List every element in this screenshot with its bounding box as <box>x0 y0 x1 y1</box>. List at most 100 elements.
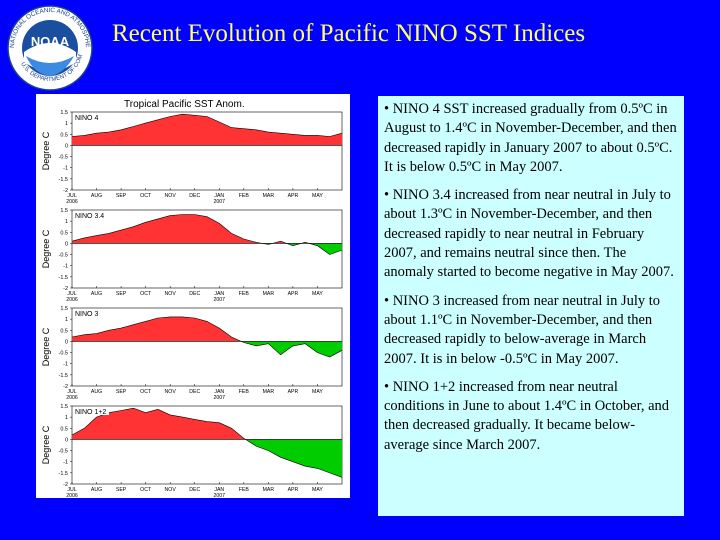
x-tick-label: NOV <box>165 389 177 395</box>
panel-name: NINO 1+2 <box>75 409 106 416</box>
y-tick-label: 0 <box>65 241 68 247</box>
x-year-label: 2006 <box>66 199 78 205</box>
x-tick-label: OCT <box>140 193 152 199</box>
x-tick-label: JAN <box>214 291 224 297</box>
y-tick-label: -2 <box>63 188 68 194</box>
y-tick-label: 0 <box>65 143 68 149</box>
panel-name: NINO 4 <box>75 115 98 122</box>
x-tick-label: NOV <box>165 487 177 493</box>
y-tick-label: 0.5 <box>60 230 68 236</box>
x-tick-label: DEC <box>189 193 200 199</box>
x-tick-label: MAR <box>263 291 275 297</box>
y-tick-label: -1.5 <box>59 373 68 379</box>
positive-area <box>72 316 242 342</box>
y-tick-label: 1 <box>65 219 68 225</box>
x-tick-label: OCT <box>140 487 152 493</box>
y-tick-label: 0.5 <box>60 132 68 138</box>
y-tick-label: 1.5 <box>60 404 68 410</box>
x-tick-label: FEB <box>239 389 250 395</box>
x-year-label: 2007 <box>213 395 225 401</box>
y-axis-label: Degree C <box>41 131 51 170</box>
y-tick-label: -1 <box>63 362 68 368</box>
x-year-label: 2007 <box>213 297 225 303</box>
y-tick-label: 0 <box>65 437 68 443</box>
x-year-label: 2006 <box>66 395 78 401</box>
x-tick-label: DEC <box>189 389 200 395</box>
bullet-nino3: • NINO 3 increased from near neutral in … <box>384 292 661 367</box>
x-tick-label: OCT <box>140 291 152 297</box>
x-tick-label: DEC <box>189 487 200 493</box>
chart-title: Tropical Pacific SST Anom. <box>124 99 245 110</box>
y-tick-label: 1 <box>65 121 68 127</box>
panel-frame <box>71 307 343 387</box>
positive-area <box>72 114 342 146</box>
y-axis-label: Degree C <box>41 229 51 268</box>
text-panel: • NINO 4 SST increased gradually from 0.… <box>378 96 684 516</box>
y-tick-label: -1 <box>63 460 68 466</box>
panel-frame <box>71 111 343 191</box>
panel-3: 1.5 1 0.5 0 -0.5 -1 -1.5 -2 Degree C NINO 1+2 JUL2… <box>41 404 343 498</box>
bullet-nino4: • NINO 4 SST increased gradually from 0.… <box>384 101 677 175</box>
y-tick-label: -1.5 <box>59 471 68 477</box>
x-tick-label: SEP <box>116 389 127 395</box>
series-line <box>71 316 343 358</box>
x-tick-label: MAY <box>312 389 323 395</box>
x-tick-label: MAR <box>263 193 275 199</box>
y-axis-label: Degree C <box>41 425 51 464</box>
x-tick-label: FEB <box>239 193 250 199</box>
y-tick-label: -2 <box>63 384 68 390</box>
y-tick-label: -1 <box>63 264 68 270</box>
negative-area <box>72 341 342 357</box>
noaa-logo: NOAA NATIONAL OCEANIC AND ATMOSPHERIC AD… <box>1 0 96 92</box>
y-tick-label: 1.5 <box>60 110 68 116</box>
x-tick-label: MAR <box>263 389 275 395</box>
x-year-label: 2006 <box>66 493 78 498</box>
chart-svg: Tropical Pacific SST Anom. 1.5 1 0.5 0 -0.5 -1… <box>41 99 343 498</box>
y-tick-label: -0.5 <box>59 253 68 259</box>
x-tick-label: JUL <box>67 487 76 493</box>
x-tick-label: JUL <box>67 389 76 395</box>
x-tick-label: AUG <box>91 193 102 199</box>
y-tick-label: -0.5 <box>59 155 68 161</box>
y-tick-label: 0.5 <box>60 426 68 432</box>
x-year-label: 2007 <box>213 199 225 205</box>
y-tick-label: 1 <box>65 317 68 323</box>
x-tick-label: JAN <box>214 389 224 395</box>
x-tick-label: APR <box>288 193 299 199</box>
x-tick-label: MAR <box>263 487 275 493</box>
positive-area <box>72 214 310 244</box>
series-line <box>71 214 343 255</box>
x-tick-label: APR <box>288 291 299 297</box>
y-tick-label: 1.5 <box>60 208 68 214</box>
y-tick-label: -1.5 <box>59 177 68 183</box>
positive-area <box>72 408 246 440</box>
y-tick-label: 0.5 <box>60 328 68 334</box>
y-tick-label: -0.5 <box>59 351 68 357</box>
x-tick-label: JUL <box>67 193 76 199</box>
x-tick-label: AUG <box>91 291 102 297</box>
x-tick-label: OCT <box>140 389 152 395</box>
x-tick-label: JAN <box>214 487 224 493</box>
y-tick-label: 1 <box>65 415 68 421</box>
bullet-nino34: • NINO 3.4 increased from near neutral i… <box>384 187 674 281</box>
svg-text:NOAA: NOAA <box>31 34 70 49</box>
negative-area <box>72 243 342 255</box>
negative-area <box>72 439 342 478</box>
y-tick-label: -0.5 <box>59 449 68 455</box>
x-tick-label: FEB <box>239 291 250 297</box>
panel-name: NINO 3.4 <box>75 213 104 220</box>
y-tick-label: -2 <box>63 482 68 488</box>
sst-anomaly-chart: Tropical Pacific SST Anom. 1.5 1 0.5 0 -0.5 -1… <box>36 94 350 498</box>
x-tick-label: JAN <box>214 193 224 199</box>
y-tick-label: -1.5 <box>59 275 68 281</box>
x-tick-label: NOV <box>165 291 177 297</box>
series-line <box>71 407 343 478</box>
x-tick-label: MAY <box>312 193 323 199</box>
x-tick-label: FEB <box>239 487 250 493</box>
x-tick-label: APR <box>288 487 299 493</box>
x-tick-label: SEP <box>116 193 127 199</box>
x-tick-label: MAY <box>312 487 323 493</box>
